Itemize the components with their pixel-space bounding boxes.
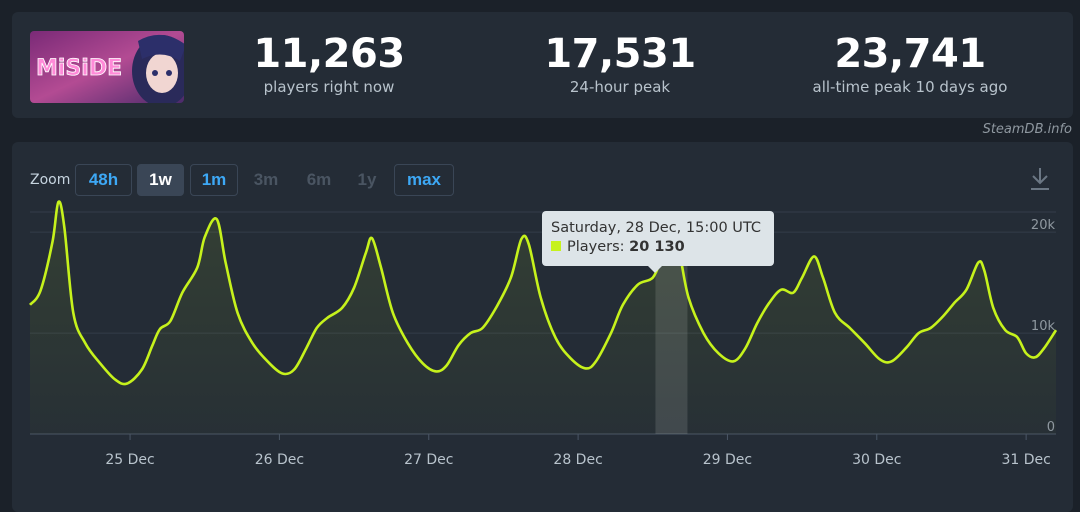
- series-swatch: [551, 241, 561, 251]
- y-tick-label: 0: [1047, 420, 1055, 435]
- stat-all-time-peak: 23,741 all-time peak 10 days ago: [790, 32, 1030, 96]
- zoom-6m-button: 6m: [306, 170, 332, 189]
- y-tick-label: 20k: [1031, 218, 1056, 233]
- x-tick-label: 31 Dec: [1001, 452, 1050, 468]
- zoom-max-button[interactable]: max: [394, 164, 454, 196]
- steamdb-credit[interactable]: SteamDB.info: [982, 122, 1072, 137]
- zoom-48h-button[interactable]: 48h: [75, 164, 132, 196]
- stat-label: all-time peak 10 days ago: [812, 78, 1008, 96]
- player-count-chart[interactable]: 0 10k 20k 25 Dec 26 Dec 27 Dec 28 Dec 29 Dec 30…: [0, 0, 1080, 500]
- stats-panel: [12, 12, 1073, 118]
- stat-value: 23,741: [834, 31, 986, 77]
- stat-current-players: 11,263 players right now: [239, 32, 419, 96]
- stat-label: 24-hour peak: [569, 78, 671, 96]
- tooltip-date: Saturday, 28 Dec, 15:00 UTC: [551, 220, 762, 236]
- zoom-1w-button[interactable]: 1w: [137, 164, 184, 196]
- tooltip-row: Players: 20 130: [551, 238, 765, 257]
- stat-value: 17,531: [544, 31, 696, 77]
- x-tick-label: 27 Dec: [404, 452, 453, 468]
- download-icon[interactable]: [1028, 166, 1052, 192]
- x-tick-label: 29 Dec: [703, 452, 752, 468]
- tooltip-series-label: Players:: [567, 239, 625, 255]
- tooltip-pointer: [648, 266, 662, 273]
- x-tick-label: 28 Dec: [553, 452, 602, 468]
- zoom-3m-button: 3m: [253, 170, 279, 189]
- x-tick-label: 30 Dec: [852, 452, 901, 468]
- series-line-players: [28, 200, 1058, 386]
- zoom-1m-button[interactable]: 1m: [190, 164, 238, 196]
- game-capsule-image[interactable]: MiSiDE: [30, 31, 184, 103]
- stat-24h-peak: 17,531 24-hour peak: [520, 32, 720, 96]
- zoom-label: Zoom: [30, 172, 71, 188]
- x-tick-label: 25 Dec: [105, 452, 154, 468]
- y-tick-label: 10k: [1031, 319, 1056, 334]
- zoom-1y-button: 1y: [357, 170, 377, 189]
- stat-value: 11,263: [253, 31, 405, 77]
- tooltip-value: 20 130: [629, 239, 685, 255]
- x-tick-label: 26 Dec: [255, 452, 304, 468]
- game-logo-text: MiSiDE: [36, 56, 122, 81]
- stat-label: players right now: [263, 78, 395, 96]
- chart-tooltip: Saturday, 28 Dec, 15:00 UTC Players: 20 …: [542, 211, 774, 273]
- series-area: [30, 201, 1056, 434]
